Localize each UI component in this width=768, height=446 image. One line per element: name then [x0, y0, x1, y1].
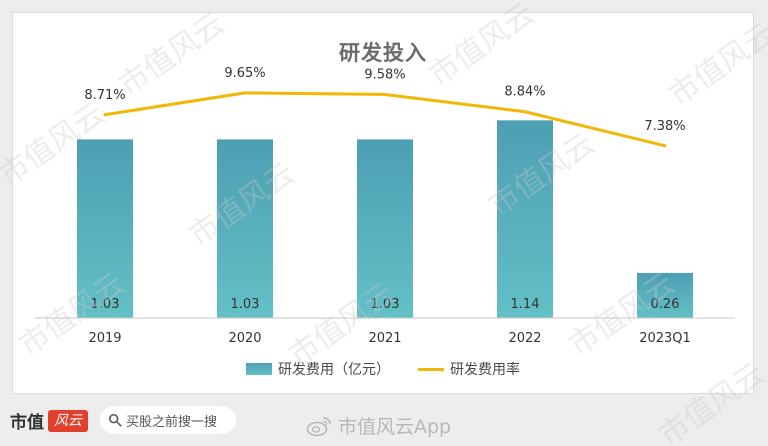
x-tick-label-2022: 2022	[508, 331, 541, 346]
chart-legend: 研发费用（亿元） 研发费用率	[13, 359, 753, 379]
line-value-label-2019: 8.71%	[84, 88, 125, 103]
search-placeholder: 买股之前搜一搜	[126, 414, 218, 430]
bar-2020[interactable]	[217, 139, 273, 318]
app-watermark-text: 市值风云App	[338, 416, 452, 438]
app-watermark: 市值风云App	[306, 412, 451, 439]
chart-title: 研发投入	[339, 41, 427, 65]
search-icon	[108, 413, 122, 427]
bar-2023Q1[interactable]	[637, 272, 693, 318]
x-tick-label-2021: 2021	[368, 331, 401, 346]
search-box[interactable]: 买股之前搜一搜	[100, 406, 236, 434]
x-tick-label-2019: 2019	[88, 331, 121, 346]
bar-2019[interactable]	[77, 139, 133, 318]
brand-logo: 市值 风云	[10, 408, 88, 433]
bar-value-label-2023Q1: 0.26	[651, 297, 680, 312]
bar-value-label-2022: 1.14	[511, 297, 540, 312]
legend-label-bar: 研发费用（亿元）	[278, 362, 390, 378]
chart-card: 研发投入 1.03 2019 1.03 2020 1.03 2021 1.14 2022 0.2…	[12, 12, 754, 394]
bar-value-label-2019: 1.03	[91, 297, 120, 312]
legend-item-line[interactable]: 研发费用率	[418, 359, 520, 379]
bar-2022[interactable]	[497, 120, 553, 318]
weibo-icon	[306, 416, 331, 436]
line-value-label-2022: 8.84%	[504, 85, 545, 100]
brand-badge: 风云	[48, 409, 88, 432]
line-value-label-2023Q1: 7.38%	[644, 119, 685, 134]
bar-value-label-2020: 1.03	[231, 297, 260, 312]
line-value-label-2020: 9.65%	[224, 66, 265, 81]
legend-swatch-line	[418, 367, 444, 371]
bar-value-label-2021: 1.03	[371, 297, 400, 312]
chart-svg: 1.03 2019 1.03 2020 1.03 2021 1.14 2022 0.26 2023…	[35, 66, 735, 346]
brand-text: 市值	[10, 413, 44, 433]
x-tick-label-2020: 2020	[228, 331, 261, 346]
footer-bar: 市值 风云 买股之前搜一搜 市值风云App	[0, 402, 768, 446]
legend-label-line: 研发费用率	[450, 362, 520, 378]
x-tick-label-2023Q1: 2023Q1	[639, 331, 691, 346]
line-value-label-2021: 9.58%	[364, 67, 405, 82]
legend-item-bar[interactable]: 研发费用（亿元）	[246, 359, 390, 379]
line-series-rate[interactable]	[103, 91, 667, 148]
legend-swatch-bar	[246, 363, 272, 375]
bar-2021[interactable]	[357, 139, 413, 318]
